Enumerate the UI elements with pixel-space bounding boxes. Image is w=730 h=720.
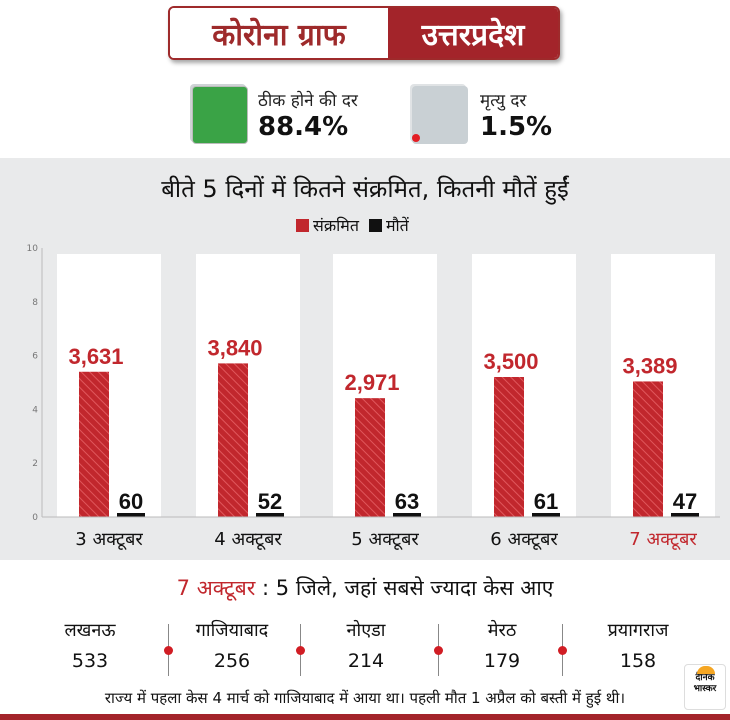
x-tick-label: 7 अक्टूबर (629, 529, 697, 550)
legend-label-infected: संक्रमित (313, 216, 359, 235)
mortality-swatch (412, 86, 468, 144)
footnote: राज्य में पहला केस 4 मार्च को गाजियाबाद … (104, 689, 626, 707)
y-tick-label: 6 (32, 352, 38, 362)
district-name: प्रयागराज (607, 620, 669, 641)
district-count: 158 (619, 650, 657, 672)
deaths-bar (393, 513, 421, 517)
bottom-bar (0, 714, 730, 720)
deaths-data-label: 63 (395, 489, 419, 514)
district-name: नोएडा (346, 620, 386, 641)
title-banner: कोरोना ग्राफ उत्तरप्रदेश (168, 6, 560, 60)
bar-chart: 0 2 4 6 8 10 3,631 60 3 अक्टूबर 3,840 52 4 अक्टूबर 2… (27, 244, 720, 550)
separator-dot (296, 646, 305, 655)
y-tick-label: 0 (32, 513, 38, 523)
district-separator (296, 624, 305, 676)
x-tick-label: 4 अक्टूबर (214, 529, 282, 550)
districts-title: 5 जिले, जहां सबसे ज्यादा केस आए (275, 576, 554, 600)
district-name: गाजियाबाद (195, 620, 269, 641)
separator-dot (434, 646, 443, 655)
chart-legend: संक्रमित मौतें (296, 214, 419, 236)
infected-bar (218, 363, 248, 517)
district-count: 214 (347, 650, 385, 672)
districts-heading: 7 अक्टूबर : 5 जिले, जहां सबसे ज्यादा केस… (0, 574, 730, 602)
y-tick-label: 4 (32, 405, 38, 415)
x-tick-label: 5 अक्टूबर (351, 529, 419, 550)
recovery-swatch (192, 86, 248, 144)
title-left: कोरोना ग्राफ (170, 8, 388, 58)
y-tick-label: 8 (32, 298, 38, 308)
district-name: लखनऊ (64, 620, 116, 641)
title-right: उत्तरप्रदेश (388, 8, 558, 58)
legend-item-deaths: मौतें (368, 214, 409, 236)
infected-data-label: 3,500 (483, 349, 538, 374)
districts-list: लखनऊ 533 गाजियाबाद 256 नोएडा 214 मेरठ 17… (30, 618, 710, 680)
district-item: प्रयागराज 158 (568, 618, 708, 674)
logo-sun-icon (697, 666, 715, 674)
x-tick-label: 6 अक्टूबर (490, 529, 558, 550)
infected-bar (494, 377, 524, 517)
legend-swatch-infected (296, 218, 309, 232)
infected-data-label: 2,971 (344, 370, 399, 395)
infected-bar (79, 371, 109, 517)
y-tick-label: 2 (32, 459, 38, 469)
recovery-label: ठीक होने की दर (258, 91, 358, 111)
separator-dot (558, 646, 567, 655)
deaths-data-label: 60 (119, 489, 143, 514)
deaths-bar (671, 513, 699, 517)
legend-item-infected: संक्रमित (296, 214, 359, 236)
districts-date: 7 अक्टूबर (176, 576, 256, 600)
logo-line1: दैनिक (695, 673, 715, 683)
district-count: 533 (71, 650, 109, 672)
district-name: मेरठ (487, 620, 517, 641)
district-separator (434, 624, 443, 676)
dainik-bhaskar-logo: दैनिक भास्कर (684, 664, 726, 710)
deaths-data-label: 52 (258, 489, 282, 514)
mortality-label: मृत्यु दर (480, 91, 527, 111)
district-item: लखनऊ 533 (20, 618, 160, 674)
district-count: 256 (213, 650, 251, 672)
legend-label-deaths: मौतें (385, 216, 409, 235)
district-item: गाजियाबाद 256 (162, 618, 302, 674)
mortality-dot (412, 134, 420, 142)
district-item: मेरठ 179 (432, 618, 572, 674)
deaths-bar (117, 513, 145, 517)
separator-dot (164, 646, 173, 655)
infected-bar (355, 398, 385, 517)
districts-separator: : (255, 576, 276, 600)
deaths-data-label: 47 (673, 489, 697, 514)
deaths-data-label: 61 (534, 489, 558, 514)
district-separator (164, 624, 173, 676)
deaths-bar (532, 513, 560, 517)
district-item: नोएडा 214 (296, 618, 436, 674)
district-separator (558, 624, 567, 676)
x-tick-label: 3 अक्टूबर (75, 529, 143, 550)
district-count: 179 (483, 650, 521, 672)
mortality-value: 1.5% (480, 112, 553, 142)
chart-title: बीते 5 दिनों में कितने संक्रमित, कितनी म… (161, 175, 569, 203)
deaths-bar (256, 513, 284, 517)
infected-data-label: 3,631 (68, 344, 123, 369)
recovery-value: 88.4% (258, 112, 349, 142)
infected-data-label: 3,389 (622, 353, 677, 378)
infected-bar (633, 381, 663, 517)
legend-swatch-deaths (368, 218, 382, 232)
logo-line2: भास्कर (693, 684, 717, 694)
infected-data-label: 3,840 (207, 335, 262, 360)
y-tick-label: 10 (27, 244, 39, 254)
